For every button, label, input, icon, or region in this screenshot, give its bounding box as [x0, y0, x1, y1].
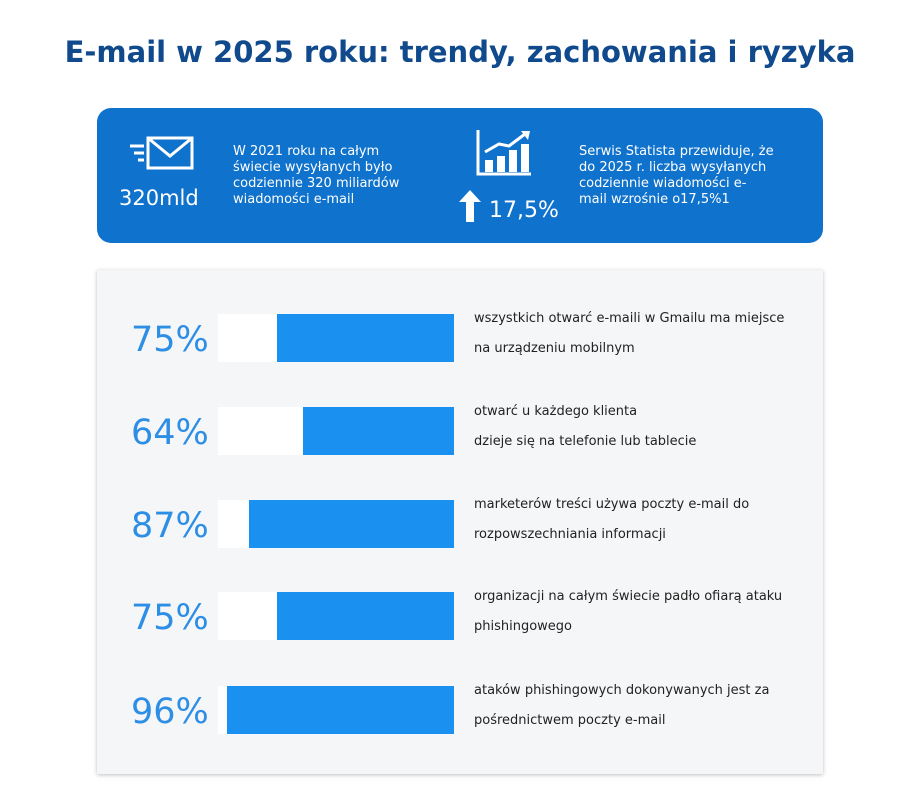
bar-track	[218, 314, 454, 362]
stat-percent: 96%	[131, 692, 209, 732]
page-title: E-mail w 2025 roku: trendy, zachowania i…	[64, 35, 856, 69]
bar	[302, 407, 454, 455]
stat-description: wszystkich otwarć e-maili w Gmailu ma mi…	[474, 311, 785, 356]
stat-percent: 75%	[131, 320, 209, 360]
emails-per-day-value: 320mld	[119, 186, 199, 210]
bar-chart-growth-icon	[476, 130, 531, 176]
stat-description: marketerów treści używa poczty e-mail do…	[474, 497, 750, 542]
growth-value: 17,5%	[489, 198, 559, 223]
bar-track	[218, 407, 454, 455]
stat-row: 75% organizacji na całym świecie padło o…	[97, 589, 823, 650]
stat-row: 64% otwarć u każdego klienta dzieje się n…	[97, 404, 823, 465]
stats-card: 75% wszystkich otwarć e-maili w Gmailu m…	[97, 270, 823, 774]
envelope-icon	[130, 136, 194, 170]
bar	[277, 592, 454, 640]
stat-row: 87% marketerów treści używa poczty e-mai…	[97, 497, 823, 558]
stat-row: 75% wszystkich otwarć e-maili w Gmailu m…	[97, 311, 823, 372]
bar-track	[218, 686, 454, 734]
bar	[227, 686, 454, 734]
stat-description: otwarć u każdego klienta dzieje się na te…	[474, 404, 697, 449]
stat-description: ataków phishingowych dokonywanych jest z…	[474, 683, 770, 728]
growth-forecast-text: Serwis Statista przewiduje, że do 2025 r…	[579, 144, 774, 207]
arrow-up-icon	[459, 190, 481, 222]
bar	[277, 314, 454, 362]
emails-per-day-text: W 2021 roku na całym świecie wysyłanych …	[233, 144, 400, 207]
stats-banner: 320mld W 2021 roku na całym świecie wysy…	[97, 108, 823, 243]
stat-percent: 75%	[131, 598, 209, 638]
stat-description: organizacji na całym świecie padło ofiar…	[474, 589, 783, 634]
bar-track	[218, 592, 454, 640]
bar-track	[218, 500, 454, 548]
bar	[248, 500, 454, 548]
stat-row: 96% ataków phishingowych dokonywanych je…	[97, 683, 823, 744]
stat-percent: 64%	[131, 413, 209, 453]
stat-percent: 87%	[131, 506, 209, 546]
